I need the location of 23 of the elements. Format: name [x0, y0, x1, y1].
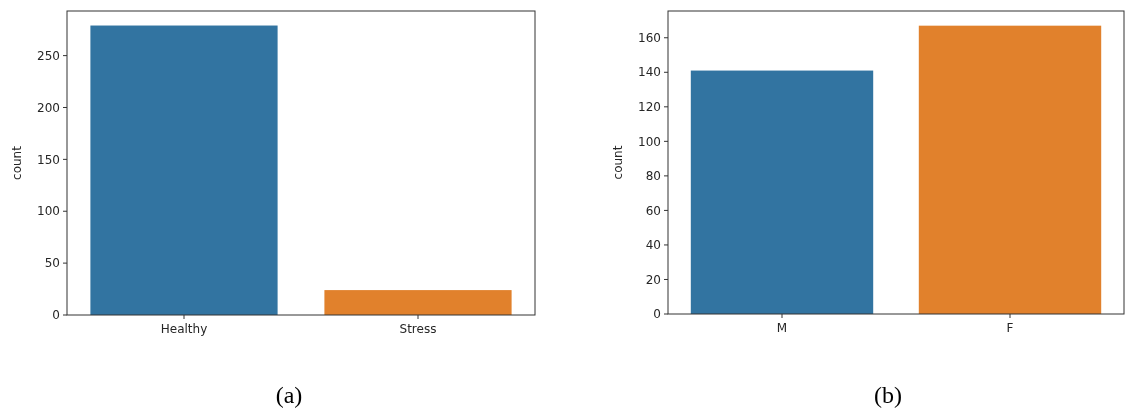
y-tick-label: 100 [37, 204, 60, 219]
y-tick-label: 0 [52, 308, 60, 323]
y-axis-title: count [10, 145, 24, 180]
y-tick-label: 80 [645, 169, 661, 184]
y-tick-label: 60 [645, 203, 661, 218]
y-tick-label: 0 [653, 307, 661, 322]
y-tick-label: 250 [37, 48, 60, 63]
y-tick-label: 120 [638, 100, 661, 115]
y-tick-label: 160 [638, 30, 661, 45]
text: (a) [275, 382, 303, 408]
y-tick-label: 40 [645, 238, 661, 253]
y-tick-label: 140 [638, 65, 661, 80]
x-tick-label: Healthy [160, 322, 208, 336]
y-tick-label: 150 [37, 152, 60, 167]
x-tick-label: M [776, 321, 788, 335]
y-tick-label: 50 [44, 256, 60, 271]
y-tick-label: 20 [645, 272, 661, 287]
y-tick-label: 200 [37, 100, 60, 115]
text: (b) [874, 382, 902, 408]
y-tick-label: 100 [638, 134, 661, 149]
x-tick-label: Stress [399, 322, 437, 336]
y-axis-title: count [611, 145, 625, 180]
x-tick-label: F [1006, 321, 1014, 335]
